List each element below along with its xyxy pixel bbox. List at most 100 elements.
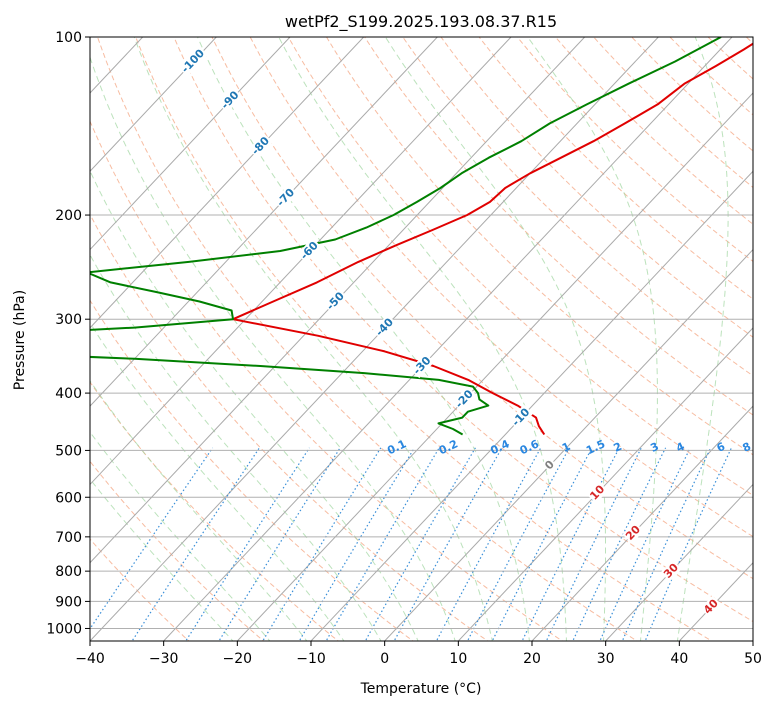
- mixing-ratio-label: 6: [715, 440, 728, 455]
- mixing-ratio-line: [466, 447, 570, 641]
- mixing-ratio-line: [545, 447, 642, 641]
- mixing-ratio-line: [90, 447, 214, 630]
- x-tick-label: 10: [449, 651, 467, 667]
- dry-adiabat-line: [90, 538, 190, 641]
- isotherm-line: [605, 483, 753, 641]
- moist-adiabat-line: [133, 37, 493, 641]
- isotherm-line: [384, 248, 753, 641]
- x-tick-label: −40: [75, 651, 105, 667]
- y-tick-label: 800: [55, 564, 82, 580]
- dry-adiabat-line: [402, 37, 753, 377]
- mixing-ratio-label: 10: [755, 438, 775, 456]
- dry-adiabat-line: [631, 37, 753, 152]
- isotherm-label-bg: [297, 237, 322, 264]
- y-tick-label: 200: [55, 208, 82, 224]
- isotherm-label-bg: [248, 133, 274, 159]
- isotherm-line: [310, 170, 753, 641]
- moist-adiabat-line: [90, 253, 382, 641]
- isotherm-label-bg: [409, 353, 435, 379]
- dry-adiabat-line: [707, 37, 753, 80]
- y-tick-label: 400: [55, 386, 82, 402]
- isotherm-label-bg: [700, 595, 722, 618]
- mixing-ratio-label: 1.5: [584, 437, 607, 457]
- mixing-ratio-line: [572, 447, 667, 641]
- y-axis-ticks: 100 200 300 400 500 600 700 800 900 1000: [46, 30, 90, 637]
- dry-adiabat-line: [96, 37, 638, 641]
- isotherm-line: [90, 37, 659, 641]
- isotherm-line: [457, 327, 753, 641]
- y-tick-label: 900: [55, 594, 82, 610]
- y-tick-label: 600: [55, 490, 82, 506]
- dry-adiabat-line: [90, 213, 489, 641]
- x-tick-label: −20: [223, 651, 253, 667]
- dry-adiabat-line: [90, 381, 340, 641]
- dry-adiabat-line: [592, 37, 753, 189]
- isotherm-label-bg: [541, 456, 558, 474]
- isotherm-label-bg: [372, 314, 398, 340]
- x-axis-ticks: −40 −30 −20 −10 0 10 20 30 40 50: [75, 641, 762, 667]
- isotherm-label-bg: [508, 404, 534, 430]
- isotherm-label-bg: [323, 288, 348, 314]
- isotherm-label-bg: [622, 521, 644, 544]
- dry-adiabat-line: [135, 37, 713, 641]
- chart-title: wetPf2_S199.2025.193.08.37.R15: [285, 12, 557, 32]
- isotherm-label-bg: [660, 559, 682, 582]
- dry-adiabat-line: [669, 37, 753, 116]
- moist-adiabat-line: [90, 431, 271, 641]
- y-tick-label: 700: [55, 530, 82, 546]
- profile-line: [90, 37, 722, 436]
- dry-adiabat-line: [745, 37, 753, 44]
- isotherm-line: [531, 405, 753, 641]
- pressure-gridlines: [90, 37, 753, 629]
- isotherm-line: [236, 92, 753, 641]
- profile-line: [232, 42, 753, 436]
- mixing-ratio-label: 8: [741, 440, 753, 455]
- isotherm-line: [678, 561, 753, 641]
- x-axis-title: Temperature (°C): [360, 681, 482, 697]
- mixing-ratio-line: [325, 447, 440, 641]
- mixing-ratio-line: [521, 447, 620, 641]
- mixing-ratio-line: [491, 447, 593, 641]
- isotherm-label-bg: [273, 184, 299, 210]
- x-tick-label: 50: [744, 651, 762, 667]
- mixing-ratio-line: [393, 447, 503, 641]
- mixing-ratio-label: 0.2: [437, 437, 460, 457]
- x-tick-label: 20: [523, 651, 541, 667]
- dry-adiabat-line: [90, 460, 265, 641]
- dry-adiabat-line: [440, 37, 753, 338]
- dry-adiabat-line: [249, 37, 753, 538]
- dry-adiabat-line: [90, 299, 414, 641]
- isotherm-label-bg: [217, 87, 243, 113]
- isotherm-line: [163, 37, 733, 641]
- x-tick-label: 0: [380, 651, 389, 667]
- mixing-ratio-line: [621, 447, 712, 641]
- dry-adiabat-line: [287, 37, 753, 496]
- x-tick-label: −10: [296, 651, 326, 667]
- x-tick-label: −30: [149, 651, 179, 667]
- isotherm-label-bg: [178, 45, 209, 77]
- moist-adiabat-line: [90, 169, 419, 641]
- mixing-ratio-line: [644, 447, 733, 641]
- mixing-ratio-line: [298, 447, 416, 641]
- plot-frame: [89, 36, 754, 642]
- isotherm-line: [90, 37, 217, 173]
- isotherm-line: [0, 37, 69, 641]
- mixing-ratio-line: [364, 447, 476, 641]
- mixing-ratio-line: [185, 447, 310, 641]
- isotherm-line: [90, 37, 586, 564]
- dry-adiabat-line: [364, 37, 753, 416]
- y-tick-label: 500: [55, 443, 82, 459]
- dry-adiabat-line: [554, 37, 753, 225]
- mixing-ratio-label: 4: [674, 440, 687, 455]
- y-tick-label: 100: [55, 30, 82, 46]
- y-axis-title: Pressure (hPa): [12, 290, 28, 390]
- y-tick-label: 300: [55, 312, 82, 328]
- mixing-ratio-label: 3: [648, 440, 660, 455]
- isotherm-label-bg: [452, 386, 477, 412]
- dry-adiabat-line: [325, 37, 753, 456]
- mixing-ratio-line: [218, 447, 341, 641]
- isotherm-line: [90, 37, 365, 329]
- mixing-ratio-label: 2: [612, 440, 624, 455]
- isotherm-line: [752, 640, 753, 641]
